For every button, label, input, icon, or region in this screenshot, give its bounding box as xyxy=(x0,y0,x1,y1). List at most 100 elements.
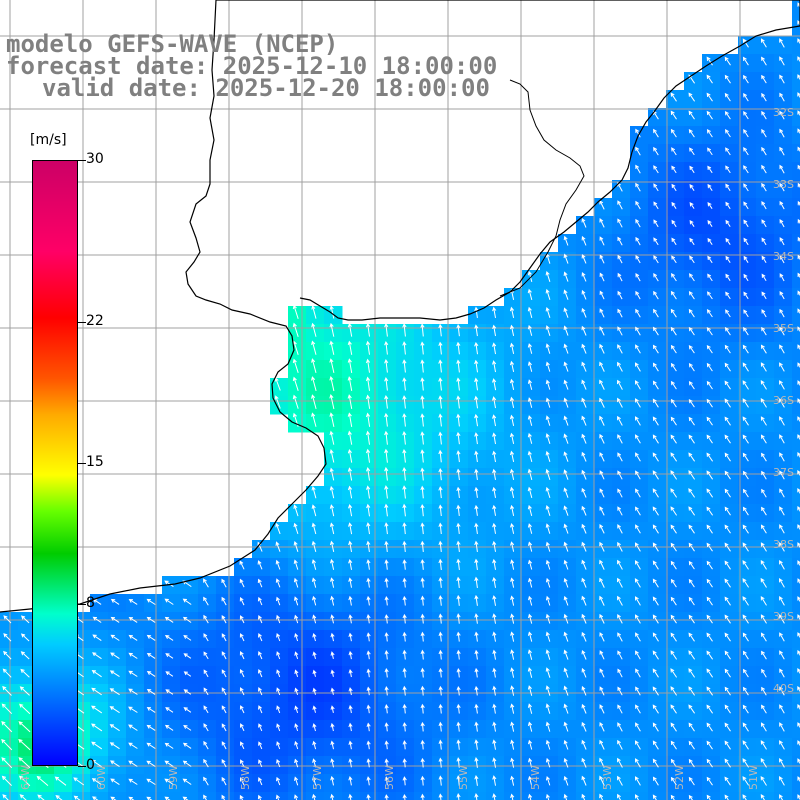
wind-arrow xyxy=(55,795,63,800)
wind-arrow xyxy=(275,578,281,588)
wind-arrow xyxy=(688,776,695,786)
wind-arrow xyxy=(706,434,713,444)
wind-arrow xyxy=(563,433,569,444)
wind-arrow xyxy=(91,723,103,732)
wind-arrow xyxy=(509,450,515,463)
wind-arrow xyxy=(348,704,353,714)
wind-arrow xyxy=(492,468,497,480)
wind-arrow xyxy=(330,793,335,800)
latitude-label: 35S xyxy=(773,322,794,335)
wind-arrow xyxy=(239,578,245,588)
wind-arrow xyxy=(652,398,659,408)
wind-arrow xyxy=(707,219,713,227)
wind-arrow xyxy=(760,379,767,390)
wind-arrow xyxy=(706,686,714,696)
wind-arrow xyxy=(329,305,335,319)
wind-arrow xyxy=(689,147,695,156)
wind-arrow xyxy=(779,434,785,444)
wind-arrow xyxy=(670,722,677,732)
wind-arrow xyxy=(203,633,209,642)
wind-arrow xyxy=(635,290,641,300)
wind-arrow xyxy=(617,559,623,570)
wind-arrow xyxy=(761,56,767,66)
wind-arrow xyxy=(510,703,515,714)
wind-arrow xyxy=(527,361,533,372)
wind-arrow xyxy=(438,431,443,445)
wind-arrow xyxy=(652,614,659,624)
wind-arrow xyxy=(778,775,785,786)
wind-arrow xyxy=(276,687,281,696)
wind-cell xyxy=(792,36,800,55)
wind-arrow xyxy=(420,757,425,768)
wind-arrow xyxy=(456,685,461,696)
wind-arrow xyxy=(581,254,587,264)
wind-arrow xyxy=(671,255,677,264)
wind-arrow xyxy=(492,432,497,445)
wind-arrow xyxy=(3,633,12,642)
wind-arrow xyxy=(617,722,623,732)
wind-arrow xyxy=(688,308,695,318)
wind-arrow xyxy=(474,341,479,355)
wind-arrow xyxy=(438,775,443,786)
wind-arrow xyxy=(653,273,659,282)
wind-arrow xyxy=(724,632,731,642)
wind-cell xyxy=(558,792,577,800)
title-valid-date: valid date: 2025-12-20 18:00:00 xyxy=(42,74,490,102)
wind-arrow xyxy=(311,322,317,337)
wind-arrow xyxy=(330,632,335,642)
wind-arrow xyxy=(402,430,407,445)
wind-arrow xyxy=(474,594,479,606)
wind-arrow xyxy=(545,613,551,624)
wind-arrow xyxy=(402,395,407,409)
wind-arrow xyxy=(384,740,389,750)
wind-arrow xyxy=(760,722,767,732)
wind-arrow xyxy=(779,452,785,462)
wind-arrow xyxy=(760,793,766,800)
wind-arrow xyxy=(347,485,353,499)
wind-arrow xyxy=(617,344,623,354)
wind-arrow xyxy=(779,362,785,372)
wind-arrow xyxy=(221,723,227,732)
wind-arrow xyxy=(329,540,335,553)
wind-arrow xyxy=(276,759,281,768)
wind-arrow xyxy=(724,758,731,768)
wind-arrow xyxy=(527,631,533,642)
wind-arrow xyxy=(742,38,749,48)
wind-arrow xyxy=(510,559,515,570)
wind-arrow xyxy=(617,704,623,714)
wind-arrow xyxy=(724,524,731,534)
wind-arrow xyxy=(294,687,299,695)
wind-arrow xyxy=(563,397,569,408)
wind-arrow xyxy=(779,291,785,300)
wind-arrow xyxy=(670,524,677,534)
wind-arrow xyxy=(724,668,731,678)
wind-arrow xyxy=(438,467,443,481)
wind-arrow xyxy=(164,778,174,785)
wind-arrow xyxy=(670,686,678,696)
wind-arrow xyxy=(545,361,551,372)
wind-arrow xyxy=(527,415,533,426)
wind-arrow xyxy=(688,524,695,534)
wind-cell xyxy=(720,792,739,800)
wind-arrow xyxy=(635,146,641,156)
wind-arrow xyxy=(743,129,749,138)
colorbar-tick xyxy=(78,321,86,323)
wind-arrow xyxy=(563,667,569,678)
wind-arrow xyxy=(18,775,31,787)
wind-arrow xyxy=(347,376,353,391)
wind-arrow xyxy=(311,305,317,319)
longitude-label: 54W xyxy=(529,765,542,790)
wind-arrow xyxy=(366,650,371,660)
wind-cell xyxy=(792,234,800,253)
wind-arrow xyxy=(706,344,713,354)
wind-arrow xyxy=(474,649,479,660)
wind-arrow xyxy=(128,760,138,767)
wind-arrow xyxy=(706,452,714,462)
wind-arrow xyxy=(761,110,767,120)
wind-arrow xyxy=(258,633,263,642)
wind-arrow xyxy=(761,182,767,192)
wind-arrow xyxy=(329,504,335,517)
wind-arrow xyxy=(276,705,281,714)
wind-arrow xyxy=(438,703,443,714)
colorbar-units: [m/s] xyxy=(30,132,67,148)
